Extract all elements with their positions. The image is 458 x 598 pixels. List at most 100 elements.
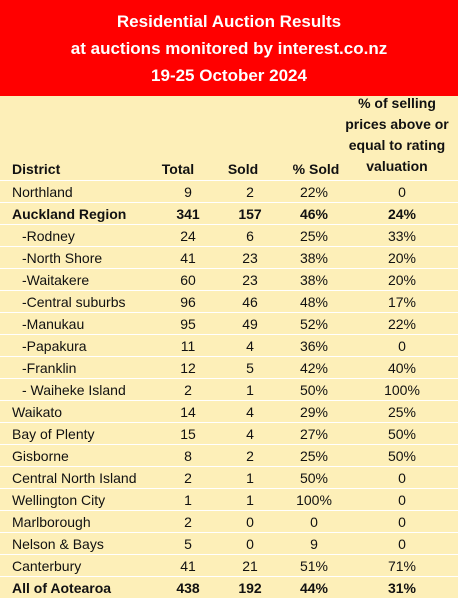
district-cell: Waikato (0, 401, 158, 423)
above-valuation-cell: 100% (346, 379, 458, 401)
pct-sold-cell: 22% (282, 181, 346, 203)
district-cell: All of Aotearoa (0, 577, 158, 598)
total-cell: 24 (158, 225, 218, 247)
above-valuation-cell: 0 (346, 335, 458, 357)
sold-cell: 21 (218, 555, 282, 577)
total-cell: 14 (158, 401, 218, 423)
total-cell: 41 (158, 555, 218, 577)
pct-sold-cell: 46% (282, 203, 346, 225)
district-cell: Gisborne (0, 445, 158, 467)
pct-sold-cell: 52% (282, 313, 346, 335)
above-valuation-cell: 0 (346, 181, 458, 203)
title-line-3: 19-25 October 2024 (0, 62, 458, 89)
total-cell: 341 (158, 203, 218, 225)
total-cell: 5 (158, 533, 218, 555)
above-valuation-cell: 20% (346, 247, 458, 269)
pct-sold-cell: 25% (282, 445, 346, 467)
pct-sold-cell: 9 (282, 533, 346, 555)
total-cell: 1 (158, 489, 218, 511)
pct-sold-cell: 50% (282, 467, 346, 489)
above-valuation-cell: 0 (346, 511, 458, 533)
column-header-above-valuation: % of selling prices above or equal to ra… (338, 93, 456, 177)
pct-sold-cell: 25% (282, 225, 346, 247)
sold-cell: 4 (218, 335, 282, 357)
district-cell: - Waiheke Island (0, 379, 158, 401)
valuation-header-line-2: prices above or (338, 114, 456, 135)
district-cell: -Rodney (0, 225, 158, 247)
sold-cell: 46 (218, 291, 282, 313)
valuation-header-line-3: equal to rating (338, 135, 456, 156)
valuation-header-line-1: % of selling (338, 93, 456, 114)
pct-sold-cell: 44% (282, 577, 346, 598)
title-banner: Residential Auction Results at auctions … (0, 0, 458, 96)
above-valuation-cell: 0 (346, 533, 458, 555)
district-cell: -Central suburbs (0, 291, 158, 313)
total-cell: 2 (158, 467, 218, 489)
total-cell: 96 (158, 291, 218, 313)
pct-sold-cell: 100% (282, 489, 346, 511)
above-valuation-cell: 50% (346, 423, 458, 445)
sold-cell: 5 (218, 357, 282, 379)
pct-sold-cell: 48% (282, 291, 346, 313)
valuation-header-line-4: valuation (338, 156, 456, 177)
above-valuation-cell: 0 (346, 467, 458, 489)
total-cell: 12 (158, 357, 218, 379)
sold-cell: 2 (218, 181, 282, 203)
pct-sold-cell: 27% (282, 423, 346, 445)
total-cell: 15 (158, 423, 218, 445)
auction-results-table: Residential Auction Results at auctions … (0, 0, 458, 582)
above-valuation-cell: 24% (346, 203, 458, 225)
sold-cell: 0 (218, 533, 282, 555)
district-cell: -Waitakere (0, 269, 158, 291)
above-valuation-cell: 22% (346, 313, 458, 335)
total-cell: 2 (158, 379, 218, 401)
sold-cell: 49 (218, 313, 282, 335)
total-cell: 9 (158, 181, 218, 203)
title-line-1: Residential Auction Results (0, 8, 458, 35)
column-header-district: District (12, 161, 60, 177)
pct-sold-cell: 29% (282, 401, 346, 423)
above-valuation-cell: 33% (346, 225, 458, 247)
above-valuation-cell: 40% (346, 357, 458, 379)
district-cell: -Manukau (0, 313, 158, 335)
sold-cell: 4 (218, 423, 282, 445)
district-cell: Wellington City (0, 489, 158, 511)
district-cell: Marlborough (0, 511, 158, 533)
above-valuation-cell: 17% (346, 291, 458, 313)
district-cell: Canterbury (0, 555, 158, 577)
pct-sold-cell: 38% (282, 247, 346, 269)
district-cell: -Papakura (0, 335, 158, 357)
sold-cell: 1 (218, 489, 282, 511)
sold-cell: 4 (218, 401, 282, 423)
sold-cell: 0 (218, 511, 282, 533)
column-header-sold: Sold (218, 161, 268, 177)
pct-sold-cell: 38% (282, 269, 346, 291)
district-cell: Nelson & Bays (0, 533, 158, 555)
sold-cell: 157 (218, 203, 282, 225)
pct-sold-cell: 36% (282, 335, 346, 357)
total-cell: 438 (158, 577, 218, 598)
above-valuation-cell: 71% (346, 555, 458, 577)
total-cell: 41 (158, 247, 218, 269)
sold-cell: 1 (218, 467, 282, 489)
pct-sold-cell: 50% (282, 379, 346, 401)
district-cell: Auckland Region (0, 203, 158, 225)
pct-sold-cell: 42% (282, 357, 346, 379)
